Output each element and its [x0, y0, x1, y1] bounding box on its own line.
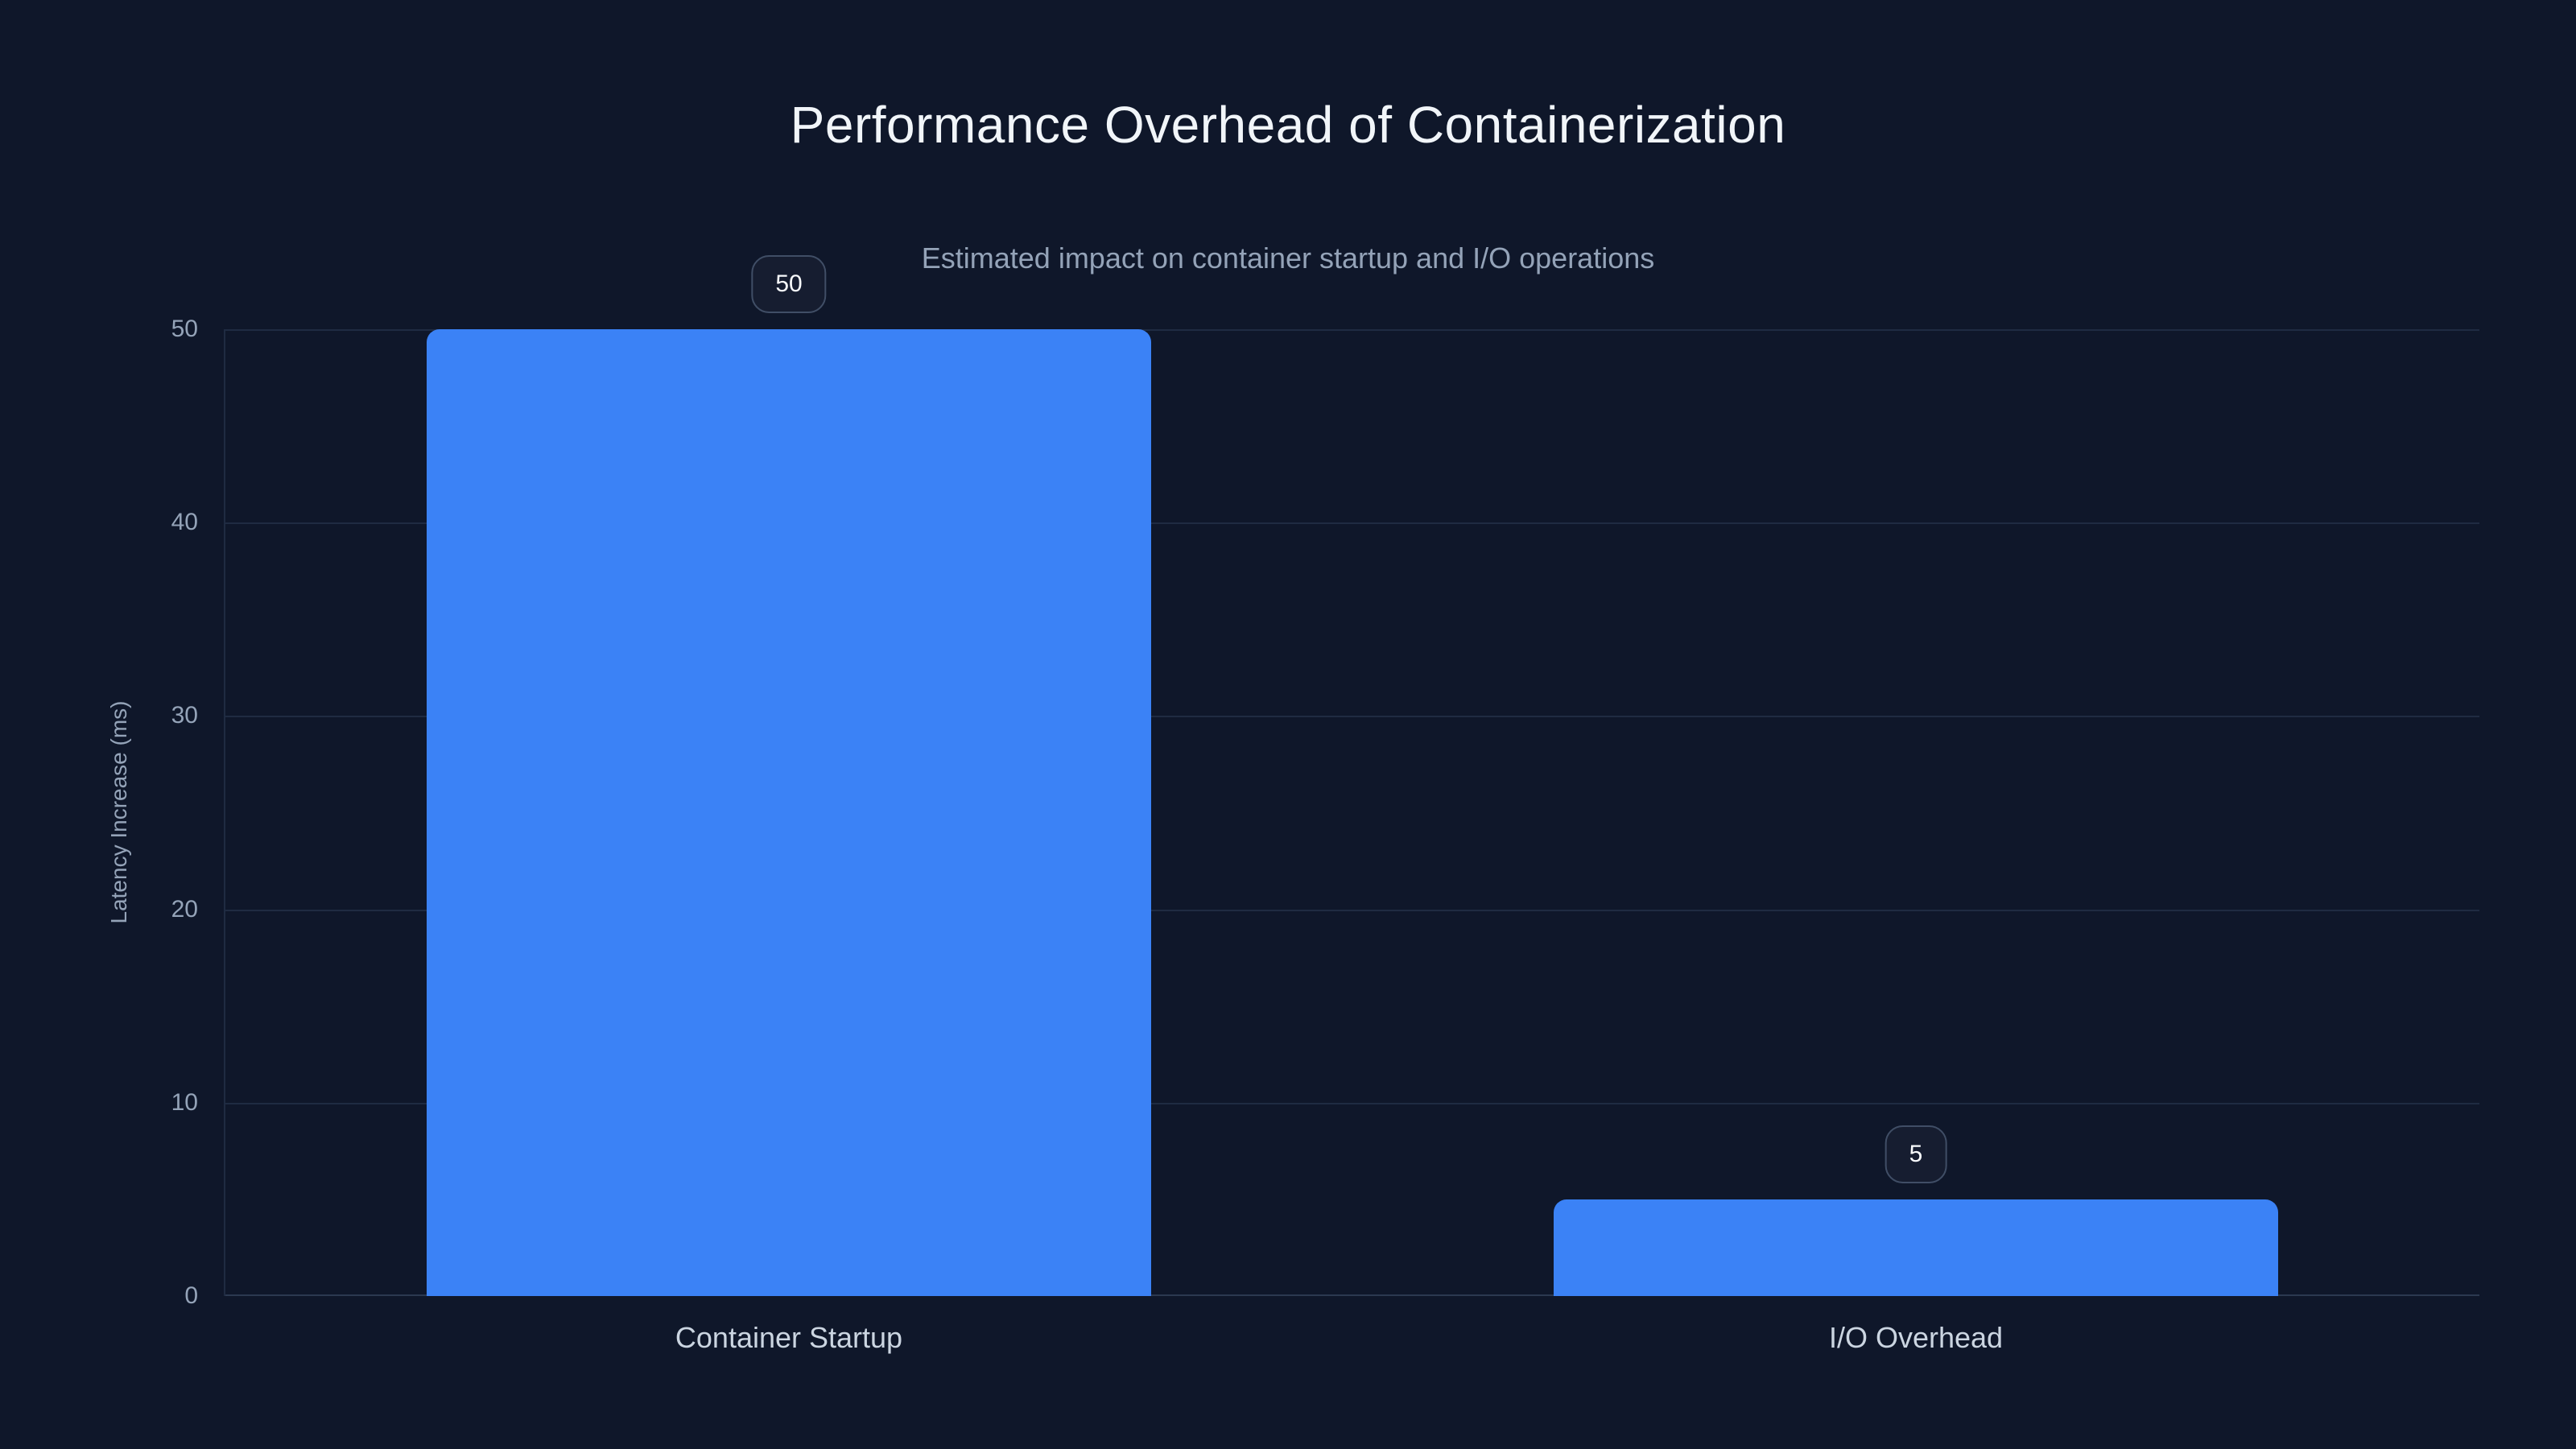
gridline-10 [225, 1103, 2479, 1104]
category-label-i-o-overhead: I/O Overhead [1828, 1321, 2004, 1354]
y-axis-line [224, 329, 225, 1296]
gridline-0 [225, 1294, 2479, 1296]
y-tick-label-30: 30 [171, 702, 198, 729]
y-tick-label-10: 10 [171, 1089, 198, 1116]
value-badge-50: 50 [751, 255, 827, 313]
y-tick-label-40: 40 [171, 509, 198, 535]
bar-container-startup [427, 329, 1151, 1296]
value-badge-5: 5 [1885, 1125, 1947, 1183]
y-tick-label-50: 50 [171, 316, 198, 342]
plot-area: 0 10 20 30 40 50 50 Container Startup 5 I/O Overh… [171, 255, 2479, 1354]
bar-i-o-overhead [1554, 1199, 2278, 1296]
category-label-container-startup: Container Startup [675, 1321, 903, 1354]
gridline-30 [225, 716, 2479, 717]
chart-subtitle: Estimated impact on container startup an… [921, 242, 1655, 275]
gridline-50 [225, 329, 2479, 331]
gridline-40 [225, 522, 2479, 524]
y-tick-label-20: 20 [171, 896, 198, 923]
gridline-20 [225, 910, 2479, 911]
y-tick-label-0: 0 [184, 1282, 198, 1309]
y-axis-title: Latency Increase (ms) [106, 700, 131, 924]
chart-title: Performance Overhead of Containerization [790, 96, 1786, 154]
